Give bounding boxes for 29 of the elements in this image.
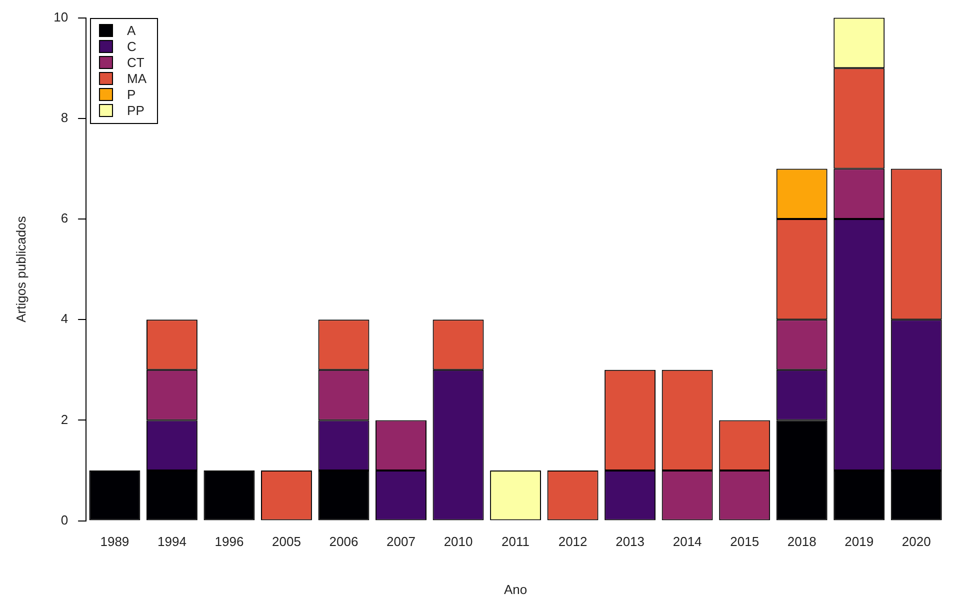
y-tick-label: 8 xyxy=(60,110,68,125)
x-tick-label: 1994 xyxy=(157,534,186,550)
x-tick-label: 1996 xyxy=(214,534,244,550)
legend-label: PP xyxy=(127,103,144,118)
y-tick-label: 6 xyxy=(60,210,68,226)
x-axis-title: Ano xyxy=(504,582,528,597)
x-tick-label: 2018 xyxy=(787,534,816,550)
x-tick-label: 2013 xyxy=(616,534,645,550)
legend-label: P xyxy=(127,87,136,102)
x-tick-label: 2014 xyxy=(672,534,702,550)
x-tick-label: 1989 xyxy=(100,534,130,550)
x-tick-label: 2011 xyxy=(502,534,530,550)
y-tick-label: 2 xyxy=(60,412,68,427)
y-tick-label: 10 xyxy=(54,9,68,24)
x-tick-label: 2007 xyxy=(386,534,416,550)
legend-label: A xyxy=(127,23,136,38)
y-tick-label: 0 xyxy=(60,512,68,528)
x-tick-label: 2020 xyxy=(902,534,931,550)
x-tick-label: 2005 xyxy=(272,534,301,550)
x-tick-label: 2010 xyxy=(444,534,473,550)
legend-label: C xyxy=(127,39,136,54)
y-tick-label: 4 xyxy=(60,311,68,326)
x-tick-label: 2012 xyxy=(558,534,588,550)
legend-label: CT xyxy=(127,55,144,70)
legend-label: MA xyxy=(127,71,147,86)
x-tick-label: 2015 xyxy=(730,534,760,550)
x-tick-label: 2006 xyxy=(329,534,358,550)
y-axis-title: Artigos publicados xyxy=(13,216,28,322)
x-tick-label: 2019 xyxy=(844,534,874,550)
